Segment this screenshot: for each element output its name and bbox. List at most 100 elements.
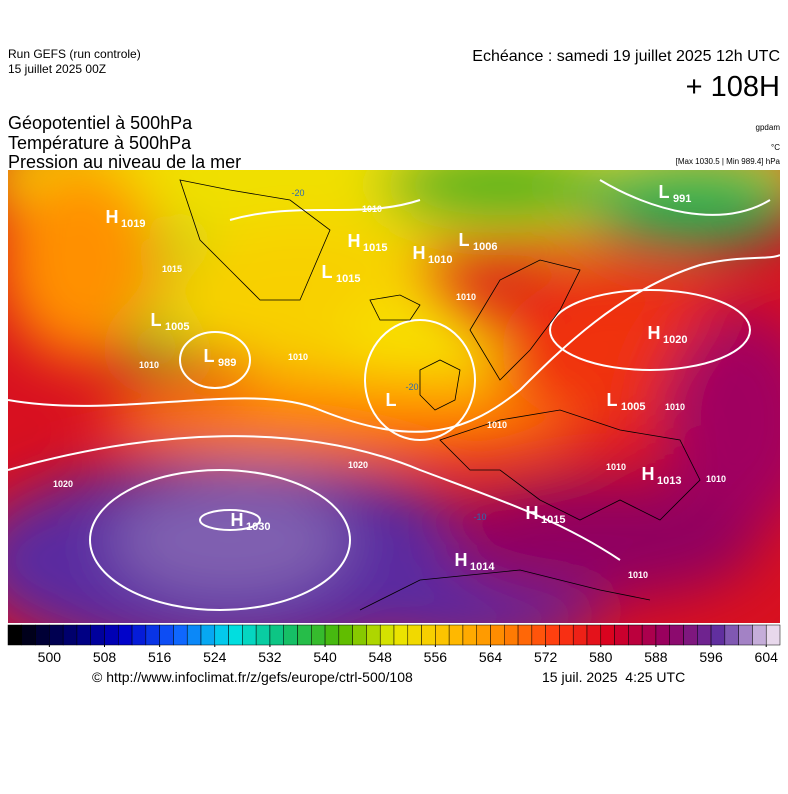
center-value: 1005 (165, 321, 189, 333)
colorbar-cell (448, 624, 464, 646)
colorbar-cell (200, 624, 216, 646)
isobar-label: 1010 (362, 204, 382, 214)
colorbar-cell (710, 624, 726, 646)
isobar-label: 1010 (456, 292, 476, 302)
temperature-label: -20 (291, 188, 304, 198)
colorbar-cell (545, 624, 560, 646)
center-letter: H (455, 550, 468, 570)
colorbar-cell (269, 624, 284, 646)
colorbar-cell (186, 624, 202, 646)
colorbar-cell (655, 624, 670, 646)
center-value: 1006 (473, 241, 497, 253)
colorbar-cell (559, 624, 574, 646)
pressure-center: H 1013 (642, 464, 682, 487)
colorbar-cell (435, 624, 450, 646)
colorbar-tick-label: 564 (479, 649, 503, 665)
center-letter: L (659, 182, 670, 202)
isobar-label: 1010 (665, 402, 685, 412)
colorbar-cell (228, 624, 243, 646)
colorbar-cell (531, 624, 546, 646)
colorbar-cell (118, 624, 133, 646)
center-value: 1020 (663, 334, 687, 346)
colorbar-cell (724, 624, 739, 646)
run-date: 15 juillet 2025 00Z (8, 62, 106, 76)
pressure-center: L 991 (659, 182, 692, 205)
colorbar-cell (752, 624, 767, 646)
colorbar-cell (490, 624, 505, 646)
pressure-center: L (386, 390, 397, 410)
colorbar-cell (352, 624, 367, 646)
center-letter: L (204, 346, 215, 366)
unit: °C (771, 143, 780, 152)
colorbar-cell (697, 624, 712, 646)
isobar-label: 1010 (139, 360, 159, 370)
colorbar-cell (504, 624, 519, 646)
colorbar-cell (35, 624, 50, 646)
center-value: 989 (218, 357, 236, 369)
colorbar-tick-label: 588 (644, 649, 668, 665)
colorbar-cell (572, 624, 588, 646)
colorbar-cell (49, 624, 64, 646)
isobar-label: 1010 (706, 474, 726, 484)
center-letter: H (642, 464, 655, 484)
pressure-center: H 1014 (455, 550, 496, 573)
field: Température à 500hPa (8, 133, 192, 153)
colorbar-cell (173, 624, 188, 646)
center-value: 1013 (657, 475, 681, 487)
colorbar-tick-label: 508 (93, 649, 117, 665)
pressure-center: H 1015 (526, 503, 566, 526)
pressure-center: L 1006 (459, 230, 498, 253)
pressure-center: H 1015 (348, 231, 388, 254)
center-value: 1030 (246, 521, 270, 533)
colorbar-cell (683, 624, 698, 646)
colorbar-cell (324, 624, 340, 646)
center-letter: L (322, 262, 333, 282)
center-letter: H (106, 207, 119, 227)
colorbar-tick-label: 580 (589, 649, 613, 665)
center-value: 1019 (121, 218, 145, 230)
center-letter: H (413, 243, 426, 263)
center-letter: L (459, 230, 470, 250)
isobar-label: 1010 (606, 462, 626, 472)
colorbar-tick-label: 540 (313, 649, 337, 665)
center-letter: L (386, 390, 397, 410)
colorbar-cell (62, 624, 78, 646)
map (8, 170, 780, 623)
field: Pression au niveau de la mer (8, 152, 241, 172)
colorbar-cell (641, 624, 657, 646)
colorbar-cell (476, 624, 491, 646)
colorbar-tick-label: 524 (203, 649, 227, 665)
center-letter: H (348, 231, 361, 251)
pressure-center: L 1005 (607, 390, 646, 413)
isobar-label: 1010 (288, 352, 308, 362)
center-value: 1014 (470, 561, 495, 573)
colorbar-cell (131, 624, 147, 646)
colorbar-cell (614, 624, 629, 646)
colorbar-cell (517, 624, 533, 646)
center-letter: L (607, 390, 618, 410)
isobar-label: 1010 (628, 570, 648, 580)
center-value: 1015 (363, 242, 387, 254)
colorbar-tick-label: 500 (38, 649, 62, 665)
colorbar-cell (90, 624, 105, 646)
colorbar-cell (104, 624, 119, 646)
temperature-label: -20 (405, 382, 418, 392)
colorbar-cell (338, 624, 353, 646)
pressure-center: L 989 (204, 346, 237, 369)
timestamp: 15 juil. 2025 4:25 UTC (542, 669, 685, 685)
colorbar-cell (76, 624, 91, 646)
colorbar-cell (628, 624, 643, 646)
colorbar-cell (600, 624, 615, 646)
center-value: 991 (673, 193, 691, 205)
isobar-label: 1015 (162, 264, 182, 274)
center-letter: H (231, 510, 244, 530)
colorbar-cell (421, 624, 436, 646)
valid-time: Echéance : samedi 19 juillet 2025 12h UT… (472, 48, 780, 65)
isobar-label: 1010 (487, 420, 507, 430)
colorbar-cell (379, 624, 395, 646)
colorbar-cell (7, 624, 23, 646)
pressure-center: H 1030 (231, 510, 271, 533)
colorbar-cell (242, 624, 257, 646)
isobar-label: 1020 (348, 460, 368, 470)
center-letter: L (151, 310, 162, 330)
